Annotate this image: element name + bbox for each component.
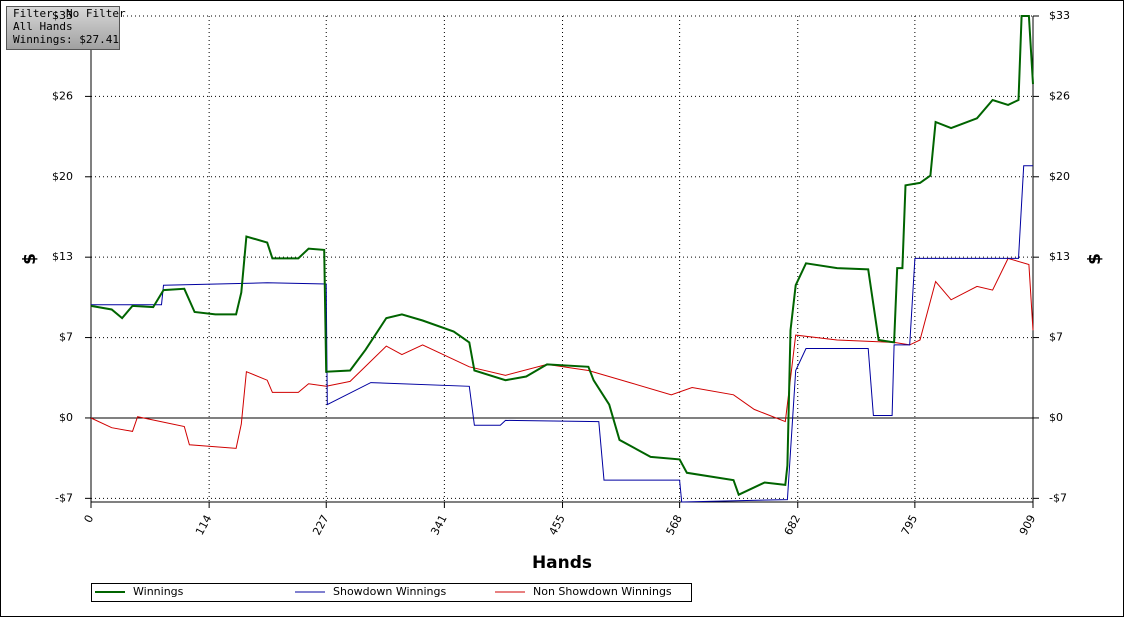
y2-tick-label: -$7 [1049, 491, 1067, 504]
y-tick-label: $20 [52, 170, 73, 183]
y2-tick-label: $0 [1049, 411, 1063, 424]
y-tick-label: $0 [59, 411, 73, 424]
y-tick-label: -$7 [55, 491, 73, 504]
y2-axis-title: $ [1085, 253, 1105, 265]
y-tick-label: $13 [52, 250, 73, 263]
legend-label: Non Showdown Winnings [533, 585, 672, 598]
series-line [90, 15, 1034, 497]
y2-tick-label: $26 [1049, 89, 1070, 102]
y2-tick-label: $20 [1049, 170, 1070, 183]
x-axis-title: Hands [532, 553, 592, 573]
info-line: Winnings: $27.41 [13, 33, 119, 46]
y-tick-label: $26 [52, 89, 73, 102]
y2-tick-label: $7 [1049, 331, 1063, 344]
y-tick-label: $33 [52, 9, 73, 22]
legend-label: Winnings [133, 585, 184, 598]
y-tick-label: $7 [59, 331, 73, 344]
y2-tick-label: $13 [1049, 250, 1070, 263]
info-box [6, 6, 120, 50]
series-line [90, 257, 1034, 449]
series-line [91, 165, 1033, 503]
y2-tick-label: $33 [1049, 9, 1070, 22]
legend [91, 583, 692, 602]
plot-area [85, 15, 1039, 508]
legend-label: Showdown Winnings [333, 585, 447, 598]
info-line: Filter: No Filter [13, 7, 126, 20]
y-axis-title: $ [20, 253, 40, 265]
info-line: All Hands [13, 20, 73, 33]
